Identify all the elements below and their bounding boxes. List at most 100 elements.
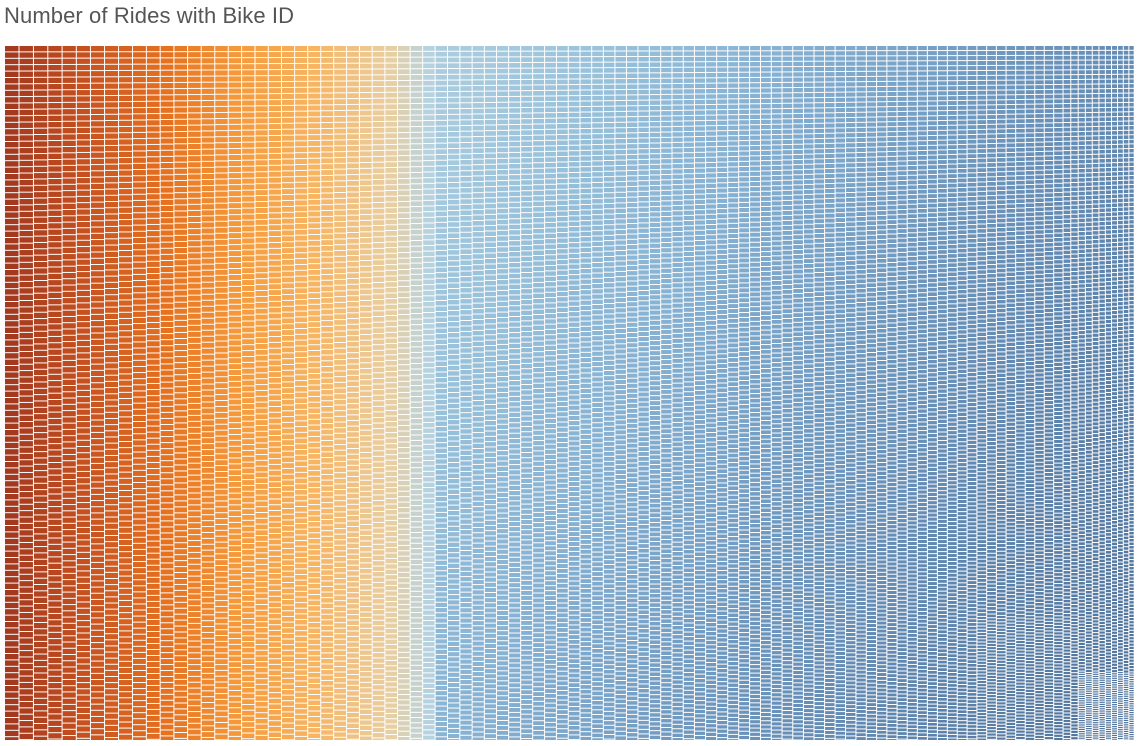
treemap-tile[interactable]	[76, 621, 90, 627]
treemap-tile[interactable]	[119, 238, 132, 244]
treemap-tile[interactable]	[268, 459, 281, 464]
treemap-tile[interactable]	[62, 548, 76, 555]
treemap-tile[interactable]	[19, 179, 33, 186]
treemap-tile[interactable]	[308, 252, 321, 258]
treemap-tile[interactable]	[62, 304, 76, 310]
treemap-tile[interactable]	[497, 125, 509, 130]
treemap-tile[interactable]	[448, 387, 460, 392]
treemap-tile[interactable]	[460, 561, 472, 566]
treemap-tile[interactable]	[472, 74, 484, 80]
treemap-tile[interactable]	[435, 115, 448, 120]
treemap-tile[interactable]	[509, 51, 521, 57]
treemap-tile[interactable]	[105, 226, 119, 233]
treemap-tile[interactable]	[497, 681, 509, 686]
treemap-tile[interactable]	[423, 626, 435, 631]
treemap-tile[interactable]	[33, 84, 48, 90]
treemap-tile[interactable]	[228, 685, 242, 690]
treemap-tile[interactable]	[398, 486, 410, 491]
treemap-tile[interactable]	[5, 167, 19, 173]
treemap-tile[interactable]	[268, 453, 281, 459]
treemap-tile[interactable]	[435, 597, 448, 602]
treemap-tile[interactable]	[497, 456, 509, 461]
treemap-tile[interactable]	[533, 696, 545, 701]
treemap-tile[interactable]	[255, 402, 268, 408]
treemap-tile[interactable]	[372, 561, 385, 566]
treemap-tile[interactable]	[385, 634, 398, 639]
treemap-tile[interactable]	[497, 513, 509, 518]
treemap-tile[interactable]	[105, 480, 119, 486]
treemap-tile[interactable]	[372, 243, 385, 248]
treemap-tile[interactable]	[472, 722, 484, 727]
treemap-tile[interactable]	[533, 388, 545, 394]
treemap-tile[interactable]	[174, 113, 188, 119]
treemap-tile[interactable]	[410, 235, 423, 241]
treemap-tile[interactable]	[201, 720, 215, 726]
treemap-tile[interactable]	[255, 645, 268, 650]
treemap-tile[interactable]	[472, 707, 484, 712]
treemap-tile[interactable]	[215, 566, 228, 571]
treemap-tile[interactable]	[321, 257, 334, 263]
treemap-tile[interactable]	[228, 429, 242, 434]
treemap-tile[interactable]	[347, 543, 359, 549]
treemap-tile[interactable]	[160, 400, 174, 406]
treemap-tile[interactable]	[497, 440, 509, 445]
treemap-tile[interactable]	[435, 367, 448, 372]
treemap-tile[interactable]	[521, 729, 533, 734]
treemap-tile[interactable]	[33, 185, 48, 192]
treemap-tile[interactable]	[105, 332, 119, 338]
treemap-tile[interactable]	[472, 548, 484, 554]
treemap-tile[interactable]	[188, 95, 201, 101]
treemap-tile[interactable]	[521, 163, 533, 169]
treemap-tile[interactable]	[334, 478, 347, 484]
treemap-tile[interactable]	[448, 360, 460, 365]
treemap-tile[interactable]	[385, 618, 398, 623]
treemap-tile[interactable]	[201, 426, 215, 432]
treemap-tile[interactable]	[448, 713, 460, 718]
treemap-tile[interactable]	[281, 434, 295, 440]
treemap-tile[interactable]	[385, 162, 398, 168]
treemap-tile[interactable]	[385, 69, 398, 75]
treemap-tile[interactable]	[33, 293, 48, 300]
treemap-tile[interactable]	[398, 426, 410, 431]
treemap-tile[interactable]	[33, 591, 48, 597]
treemap-tile[interactable]	[160, 521, 174, 527]
treemap-tile[interactable]	[545, 217, 556, 222]
treemap-tile[interactable]	[321, 570, 334, 575]
treemap-tile[interactable]	[472, 559, 484, 564]
treemap-tile[interactable]	[228, 142, 242, 148]
treemap-tile[interactable]	[460, 654, 472, 659]
treemap-tile[interactable]	[472, 68, 484, 74]
treemap-tile[interactable]	[435, 416, 448, 421]
treemap-tile[interactable]	[146, 613, 160, 619]
treemap-tile[interactable]	[160, 334, 174, 340]
treemap-tile[interactable]	[484, 187, 497, 192]
treemap-tile[interactable]	[398, 376, 410, 381]
treemap-tile[interactable]	[521, 714, 533, 719]
treemap-tile[interactable]	[62, 115, 76, 121]
treemap-tile[interactable]	[33, 597, 48, 603]
treemap-tile[interactable]	[201, 621, 215, 627]
treemap-tile[interactable]	[242, 226, 255, 232]
treemap-tile[interactable]	[228, 52, 242, 58]
treemap-tile[interactable]	[201, 119, 215, 125]
treemap-tile[interactable]	[423, 520, 435, 525]
treemap-tile[interactable]	[188, 717, 201, 723]
treemap-tile[interactable]	[509, 268, 521, 273]
treemap-tile[interactable]	[105, 689, 119, 695]
treemap-tile[interactable]	[76, 297, 90, 303]
treemap-tile[interactable]	[281, 734, 295, 740]
treemap-tile[interactable]	[33, 147, 48, 154]
treemap-tile[interactable]	[215, 317, 228, 323]
treemap-tile[interactable]	[281, 486, 295, 491]
treemap-tile[interactable]	[76, 608, 90, 614]
treemap-tile[interactable]	[33, 502, 48, 509]
treemap-tile[interactable]	[460, 587, 472, 592]
treemap-tile[interactable]	[435, 550, 448, 555]
treemap-tile[interactable]	[533, 662, 545, 667]
treemap-tile[interactable]	[281, 265, 295, 271]
treemap-tile[interactable]	[201, 161, 215, 167]
treemap-tile[interactable]	[48, 400, 62, 406]
treemap-tile[interactable]	[484, 214, 497, 220]
treemap-tile[interactable]	[372, 203, 385, 208]
treemap-tile[interactable]	[160, 635, 174, 641]
